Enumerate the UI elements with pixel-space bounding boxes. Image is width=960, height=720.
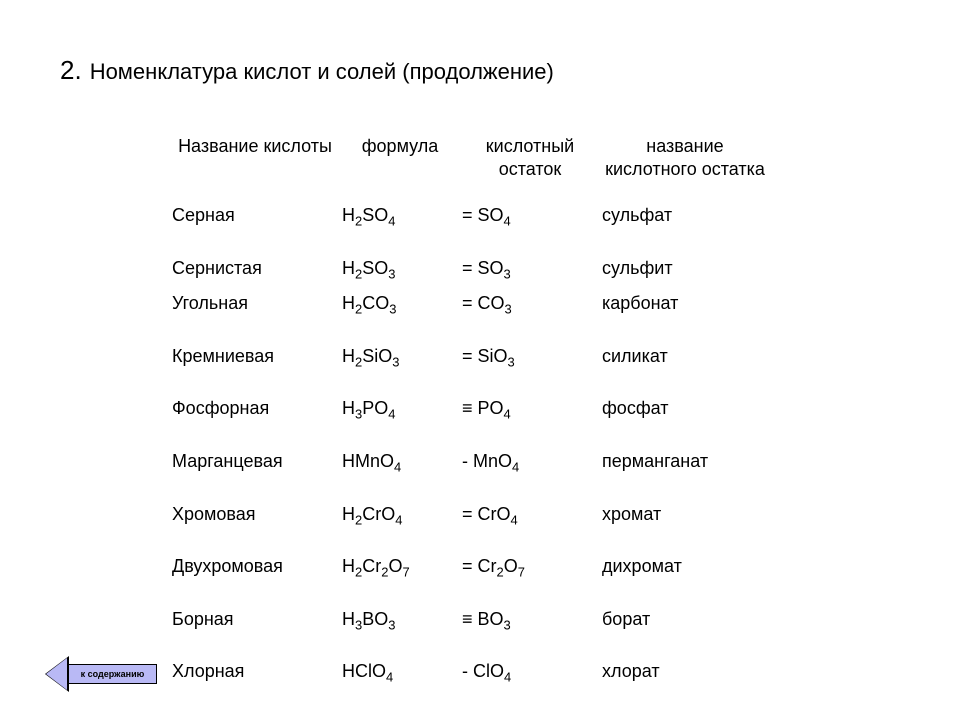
acid-residue: = SO4	[460, 198, 600, 251]
back-button-label: к содержанию	[81, 669, 145, 679]
column-header: кислотный остаток	[460, 131, 600, 198]
residue-name: сульфит	[600, 251, 770, 287]
acid-residue: - ClO4	[460, 654, 600, 690]
acid-residue: = CO3	[460, 286, 600, 339]
acid-formula: HClO4	[340, 654, 460, 690]
acid-residue: - MnO4	[460, 444, 600, 497]
acid-name: Сернистая	[170, 251, 340, 287]
acid-residue: ≡ BO3	[460, 602, 600, 655]
title-number: 2.	[60, 55, 82, 86]
acid-formula: H3BO3	[340, 602, 460, 655]
column-header: название кислотного остатка	[600, 131, 770, 198]
acid-residue: = SO3	[460, 251, 600, 287]
residue-name: фосфат	[600, 391, 770, 444]
residue-name: дихромат	[600, 549, 770, 602]
acid-name: Угольная	[170, 286, 340, 339]
acid-formula: H3PO4	[340, 391, 460, 444]
acid-name: Марганцевая	[170, 444, 340, 497]
back-to-contents-button[interactable]: к содержанию	[45, 656, 157, 692]
title-text: Номенклатура кислот и солей (продолжение…	[90, 59, 554, 85]
acid-formula: H2SiO3	[340, 339, 460, 392]
residue-name: перманганат	[600, 444, 770, 497]
acid-name: Хромовая	[170, 497, 340, 550]
residue-name: силикат	[600, 339, 770, 392]
acid-residue: = SiO3	[460, 339, 600, 392]
acid-formula: H2SO3	[340, 251, 460, 287]
acid-formula: H2CrO4	[340, 497, 460, 550]
arrow-left-icon	[45, 656, 69, 692]
residue-name: карбонат	[600, 286, 770, 339]
acid-name: Борная	[170, 602, 340, 655]
page-title: 2. Номенклатура кислот и солей (продолже…	[60, 55, 900, 86]
acids-table: Название кислотыформулакислотный остаток…	[170, 131, 900, 690]
acid-residue: ≡ PO4	[460, 391, 600, 444]
residue-name: хлорат	[600, 654, 770, 690]
acid-name: Фосфорная	[170, 391, 340, 444]
residue-name: борат	[600, 602, 770, 655]
acid-name: Серная	[170, 198, 340, 251]
acid-formula: H2Cr2O7	[340, 549, 460, 602]
arrow-body: к содержанию	[69, 664, 157, 684]
column-header: формула	[340, 131, 460, 198]
column-header: Название кислоты	[170, 131, 340, 198]
slide-page: 2. Номенклатура кислот и солей (продолже…	[0, 0, 960, 720]
acid-formula: H2CO3	[340, 286, 460, 339]
acid-name: Двухромовая	[170, 549, 340, 602]
acid-residue: = Cr2O7	[460, 549, 600, 602]
residue-name: сульфат	[600, 198, 770, 251]
acid-name: Кремниевая	[170, 339, 340, 392]
acid-formula: H2SO4	[340, 198, 460, 251]
acid-name: Хлорная	[170, 654, 340, 690]
acid-residue: = CrO4	[460, 497, 600, 550]
acid-formula: HMnO4	[340, 444, 460, 497]
residue-name: хромат	[600, 497, 770, 550]
